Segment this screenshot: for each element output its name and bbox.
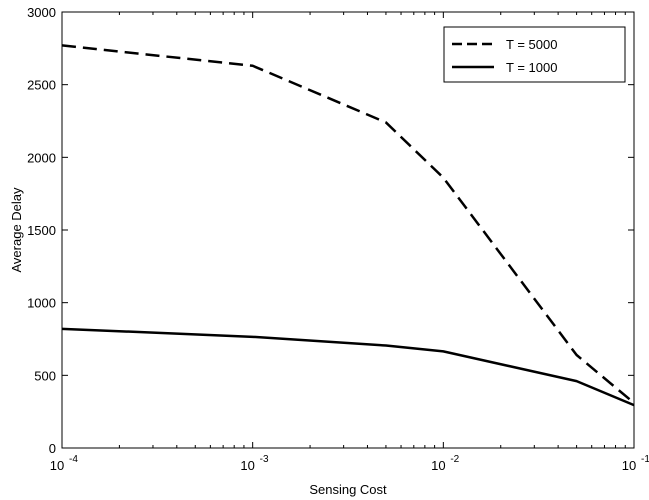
x-tick-label: 10 bbox=[240, 458, 254, 473]
y-tick-label: 2000 bbox=[27, 150, 56, 165]
x-tick-exponent: -2 bbox=[450, 454, 459, 465]
x-tick-label: 10 bbox=[622, 458, 636, 473]
x-tick-exponent: -3 bbox=[260, 454, 269, 465]
y-tick-label: 1000 bbox=[27, 296, 56, 311]
legend-label-t1000: T = 1000 bbox=[506, 60, 557, 75]
x-tick-label: 10 bbox=[431, 458, 445, 473]
x-axis-title: Sensing Cost bbox=[309, 482, 387, 497]
series-line-t5000 bbox=[61, 44, 635, 404]
y-tick-label: 2500 bbox=[27, 78, 56, 93]
y-axis-title: Average Delay bbox=[9, 187, 24, 273]
x-tick-exponent: -4 bbox=[69, 454, 78, 465]
plot-frame bbox=[61, 11, 635, 449]
y-tick-label: 1500 bbox=[27, 223, 56, 238]
legend-box bbox=[443, 26, 626, 83]
y-tick-label: 500 bbox=[34, 368, 56, 383]
legend: T = 5000 T = 1000 bbox=[443, 26, 626, 83]
x-tick-exponent: -1 bbox=[641, 454, 649, 465]
y-tick-label: 3000 bbox=[27, 5, 56, 20]
x-tick-label: 10 bbox=[50, 458, 64, 473]
legend-label-t5000: T = 5000 bbox=[506, 37, 557, 52]
y-tick-label: 0 bbox=[49, 441, 56, 456]
x-tick-labels: 10 -4 10 -3 10 -2 10 -1 bbox=[50, 454, 649, 473]
plot-background bbox=[62, 12, 634, 448]
y-tick-labels: 0 500 1000 1500 2000 2500 3000 bbox=[27, 5, 56, 456]
series-line-t1000 bbox=[61, 327, 635, 407]
